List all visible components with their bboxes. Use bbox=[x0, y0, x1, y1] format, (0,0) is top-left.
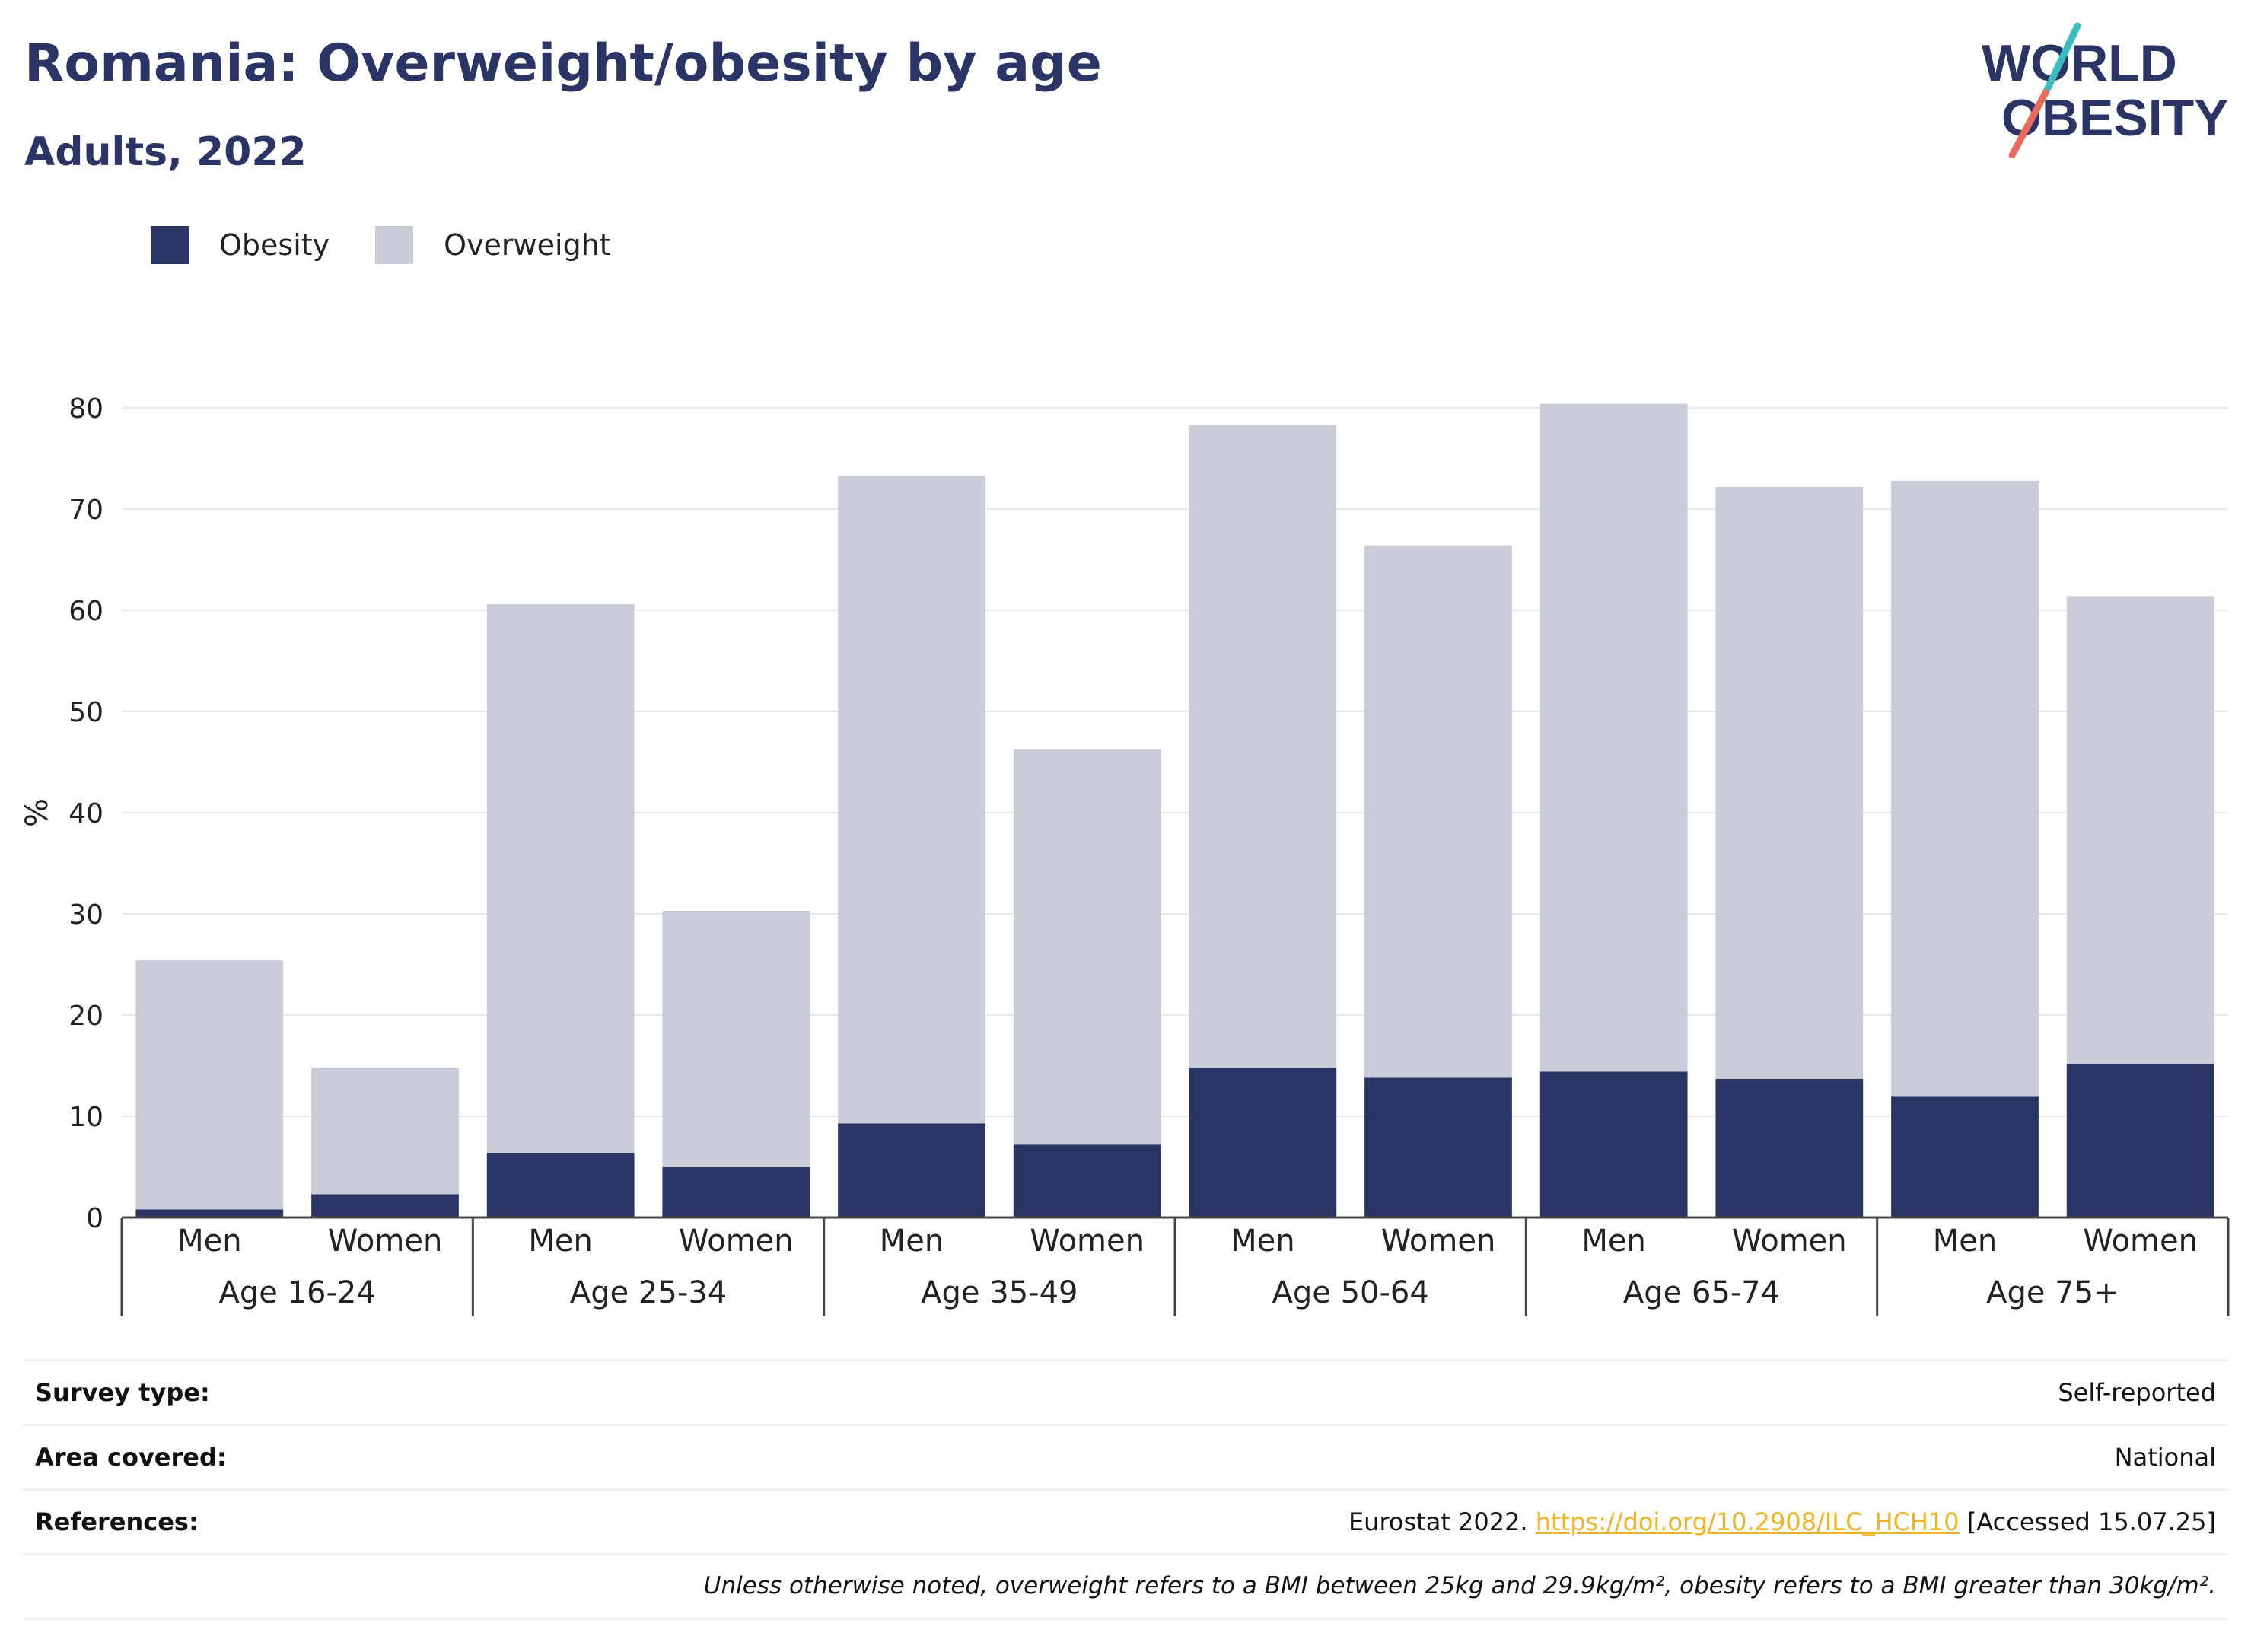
y-tick-label: 50 bbox=[68, 697, 103, 728]
bmi-note-row: Unless otherwise noted, overweight refer… bbox=[23, 1553, 2228, 1620]
group-label: Age 25-34 bbox=[570, 1275, 727, 1310]
y-tick-label: 70 bbox=[68, 495, 103, 526]
bar-obesity-3 bbox=[662, 1167, 810, 1218]
logo-word-1: WORLD bbox=[1982, 34, 2177, 92]
x-tick-label: Women bbox=[2083, 1224, 2198, 1259]
bar-obesity-10 bbox=[1891, 1096, 2039, 1218]
bar-obesity-6 bbox=[1189, 1068, 1337, 1218]
x-tick-label: Women bbox=[679, 1224, 794, 1259]
info-table: Survey type: Self-reported Area covered:… bbox=[23, 1359, 2228, 1620]
bar-obesity-7 bbox=[1364, 1077, 1512, 1218]
x-tick-label: Women bbox=[1381, 1224, 1496, 1259]
chart-legend: Obesity Overweight bbox=[151, 224, 657, 266]
references-link[interactable]: https://doi.org/10.2908/ILC_HCH10 bbox=[1535, 1507, 1960, 1536]
bar-overweight-0 bbox=[135, 960, 284, 1210]
references-value: Eurostat 2022. https://doi.org/10.2908/I… bbox=[1348, 1507, 2216, 1536]
x-tick-label: Men bbox=[1231, 1224, 1294, 1259]
y-tick-label: 60 bbox=[68, 596, 103, 627]
legend-swatch-obesity bbox=[151, 226, 189, 264]
x-tick-label: Men bbox=[1581, 1224, 1645, 1259]
bar-obesity-9 bbox=[1715, 1078, 1864, 1218]
legend-item-overweight[interactable]: Overweight bbox=[375, 226, 611, 264]
bar-obesity-8 bbox=[1539, 1071, 1688, 1218]
legend-label-obesity: Obesity bbox=[219, 228, 330, 262]
bar-obesity-2 bbox=[486, 1152, 635, 1218]
bar-overweight-10 bbox=[1891, 480, 2039, 1097]
bar-obesity-11 bbox=[2066, 1063, 2214, 1218]
bar-overweight-1 bbox=[311, 1068, 459, 1195]
y-tick-label: 0 bbox=[86, 1203, 103, 1234]
area-covered-label: Area covered: bbox=[35, 1443, 227, 1472]
x-tick-label: Women bbox=[328, 1224, 443, 1259]
bar-overweight-6 bbox=[1189, 425, 1337, 1068]
bar-obesity-5 bbox=[1013, 1144, 1161, 1218]
group-label: Age 75+ bbox=[1986, 1275, 2119, 1310]
legend-swatch-overweight bbox=[375, 226, 414, 264]
bar-obesity-1 bbox=[311, 1194, 459, 1218]
x-tick-label: Men bbox=[177, 1224, 241, 1259]
logo-slash-bottom bbox=[2008, 89, 2049, 158]
y-tick-label: 20 bbox=[68, 1001, 103, 1032]
legend-item-obesity[interactable]: Obesity bbox=[151, 226, 330, 264]
x-tick-label: Women bbox=[1732, 1224, 1847, 1259]
chart-subtitle: Adults, 2022 bbox=[24, 129, 307, 175]
references-suffix: [Accessed 15.07.25] bbox=[1959, 1507, 2216, 1536]
bar-overweight-3 bbox=[662, 911, 810, 1167]
survey-type-label: Survey type: bbox=[35, 1378, 210, 1407]
x-tick-label: Women bbox=[1030, 1224, 1145, 1259]
bar-chart: 0 10 20 30 40 50 60 70 80% Men Women Men Women Men Wom… bbox=[20, 393, 2230, 1316]
x-tick-label: Men bbox=[528, 1224, 592, 1259]
area-covered-row: Area covered: National bbox=[23, 1424, 2228, 1488]
bar-overweight-9 bbox=[1715, 486, 1864, 1079]
y-tick-label: 10 bbox=[68, 1102, 103, 1133]
y-tick-label: 30 bbox=[68, 899, 103, 931]
x-tick-label: Men bbox=[880, 1224, 944, 1259]
survey-type-value: Self-reported bbox=[2058, 1378, 2216, 1407]
references-label: References: bbox=[35, 1507, 199, 1536]
bar-overweight-4 bbox=[838, 476, 985, 1124]
world-obesity-logo: WORLD OBESITY bbox=[1982, 22, 2229, 158]
group-label: Age 16-24 bbox=[219, 1275, 376, 1310]
legend-label-overweight: Overweight bbox=[444, 228, 611, 262]
bmi-note: Unless otherwise noted, overweight refer… bbox=[703, 1572, 2216, 1599]
references-prefix: Eurostat 2022. bbox=[1348, 1507, 1536, 1536]
y-tick-label: 40 bbox=[68, 798, 103, 829]
references-row: References: Eurostat 2022. https://doi.o… bbox=[23, 1488, 2228, 1553]
group-label: Age 65-74 bbox=[1623, 1275, 1780, 1310]
group-label: Age 35-49 bbox=[921, 1275, 1078, 1310]
logo-slash-top bbox=[2042, 22, 2081, 97]
bar-overweight-7 bbox=[1364, 545, 1512, 1078]
y-tick-label: 80 bbox=[68, 393, 103, 425]
survey-type-row: Survey type: Self-reported bbox=[23, 1359, 2228, 1424]
bar-overweight-2 bbox=[486, 604, 635, 1153]
area-covered-value: National bbox=[2114, 1443, 2216, 1472]
bar-overweight-5 bbox=[1013, 749, 1161, 1145]
bar-overweight-8 bbox=[1539, 403, 1688, 1072]
bar-obesity-0 bbox=[135, 1209, 284, 1218]
group-label: Age 50-64 bbox=[1272, 1275, 1429, 1310]
bar-overweight-11 bbox=[2066, 596, 2214, 1064]
bar-obesity-4 bbox=[838, 1123, 985, 1218]
x-tick-label: Men bbox=[1933, 1224, 1997, 1259]
y-axis-label: % bbox=[20, 798, 55, 827]
chart-title: Romania: Overweight/obesity by age bbox=[24, 33, 1102, 94]
